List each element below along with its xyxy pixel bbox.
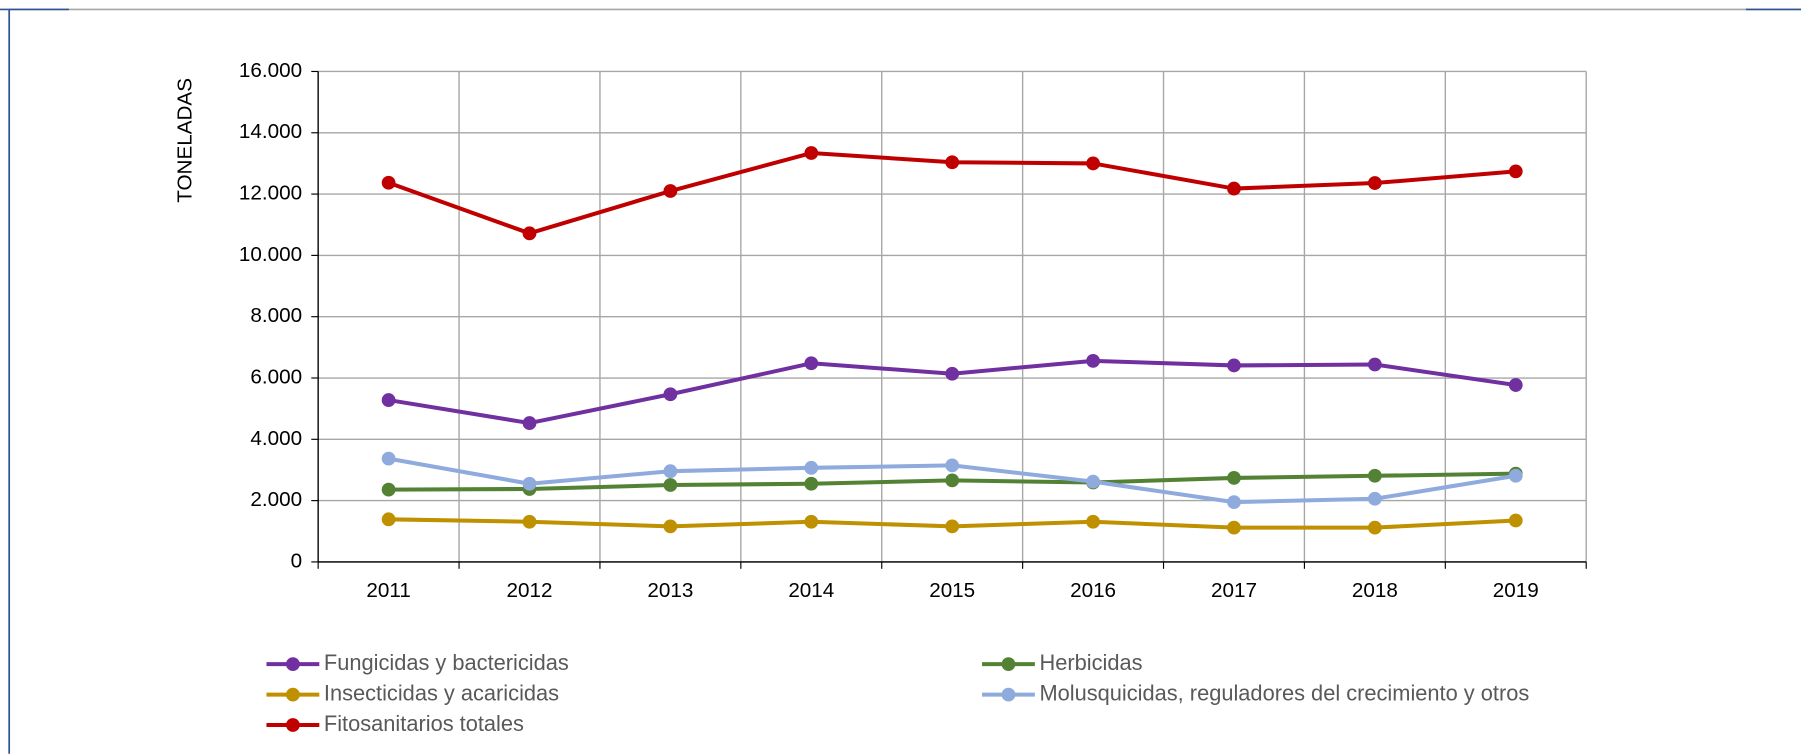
legend-label: Fitosanitarios totales (324, 711, 524, 736)
y-axis-label: TONELADAS (174, 78, 197, 203)
point (1367, 176, 1382, 190)
x-tick-label: 2017 (1211, 579, 1257, 602)
legend-label: Insecticidas y acaricidas (324, 680, 559, 705)
legend-marker (286, 718, 300, 732)
point (945, 458, 960, 473)
point (1508, 378, 1523, 392)
point (945, 155, 960, 170)
legend-label: Herbicidas (1039, 650, 1142, 675)
point (945, 519, 960, 534)
point (522, 416, 537, 430)
x-tick-label: 2012 (507, 579, 553, 602)
point (1227, 471, 1241, 485)
x-tick-label: 2018 (1352, 579, 1398, 602)
x-tick-label: 2019 (1493, 579, 1539, 602)
point (1227, 181, 1241, 196)
point (1227, 358, 1241, 373)
point (1508, 468, 1523, 483)
point (1086, 474, 1100, 489)
x-tick-label: 2014 (788, 579, 834, 602)
y-tick-label: 4.000 (250, 427, 302, 450)
point (804, 146, 819, 160)
point (1508, 164, 1523, 179)
point (1367, 491, 1382, 506)
point (804, 476, 819, 491)
legend-label: Fungicidas y bactericidas (324, 650, 569, 675)
point (381, 175, 396, 190)
y-tick-label: 12.000 (239, 182, 302, 205)
y-tick-label: 10.000 (239, 243, 302, 266)
point (1086, 353, 1100, 368)
point (522, 226, 537, 241)
x-tick-label: 2011 (366, 579, 410, 602)
y-tick-label: 2.000 (250, 488, 302, 511)
point (663, 519, 678, 534)
x-tick-label: 2015 (929, 579, 975, 602)
point (804, 460, 819, 475)
point (945, 366, 960, 381)
point (381, 482, 396, 497)
legend-marker (286, 687, 300, 702)
legend-marker (1001, 687, 1016, 702)
point (1086, 514, 1100, 529)
legend-label: Molusquicidas, reguladores del crecimien… (1039, 680, 1529, 705)
y-tick-label: 8.000 (250, 304, 302, 327)
point (1367, 468, 1382, 483)
point (663, 478, 678, 492)
y-tick-label: 0 (291, 549, 303, 572)
point (381, 512, 396, 527)
point (663, 387, 678, 402)
y-tick-label: 16.000 (239, 59, 302, 82)
point (381, 451, 396, 466)
point (945, 473, 960, 488)
y-tick-label: 6.000 (250, 365, 302, 388)
point (804, 514, 819, 529)
y-tick-label: 14.000 (239, 120, 302, 143)
point (522, 476, 537, 491)
point (1367, 357, 1382, 372)
point (1227, 495, 1241, 510)
point (804, 356, 819, 371)
point (1227, 520, 1241, 535)
point (663, 464, 678, 479)
legend-marker (286, 657, 300, 672)
point (1086, 156, 1100, 171)
point (522, 514, 537, 529)
point (1508, 513, 1523, 528)
point (381, 393, 396, 407)
point (1367, 520, 1382, 535)
x-tick-label: 2013 (647, 579, 693, 602)
point (663, 184, 678, 198)
x-tick-label: 2016 (1070, 579, 1116, 602)
legend-marker (1001, 657, 1016, 672)
